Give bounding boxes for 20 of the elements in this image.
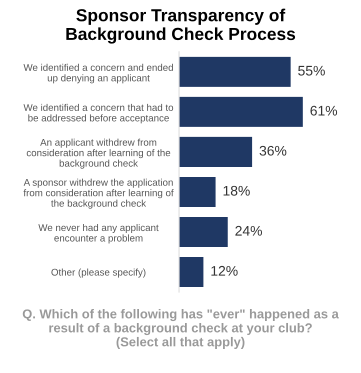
bar [179, 56, 291, 87]
y-tick-label: We identified a concern and ended up denying an applicant [24, 64, 173, 84]
y-tick-label: Other (please specify) [51, 268, 146, 278]
data-label: 61% [310, 106, 338, 116]
data-label: 24% [235, 226, 262, 236]
bar [179, 257, 204, 288]
y-tick-label: We identified a concern that had to be addressed before acceptance [24, 104, 174, 124]
text: Q. Which of the following has "ever" happened as a result of a background check at your club? (Select all that apply) [22, 308, 339, 349]
bar [179, 176, 216, 207]
y-tick-label: A sponsor withdrew the application from consideration after learning of the background check [24, 178, 174, 209]
bar [179, 96, 303, 127]
bar [179, 136, 252, 167]
data-label: 36% [260, 146, 286, 156]
data-label: 12% [211, 266, 238, 276]
y-tick-label: An applicant withdrew from consideration after learning of the background check [26, 138, 170, 169]
chart-title: Sponsor Transparency of Background Check Process [66, 8, 296, 44]
data-label: 18% [224, 186, 250, 196]
y-tick-label: We never had any applicant encounter a problem [38, 224, 159, 244]
bar [179, 216, 228, 248]
data-label: 55% [298, 66, 325, 76]
